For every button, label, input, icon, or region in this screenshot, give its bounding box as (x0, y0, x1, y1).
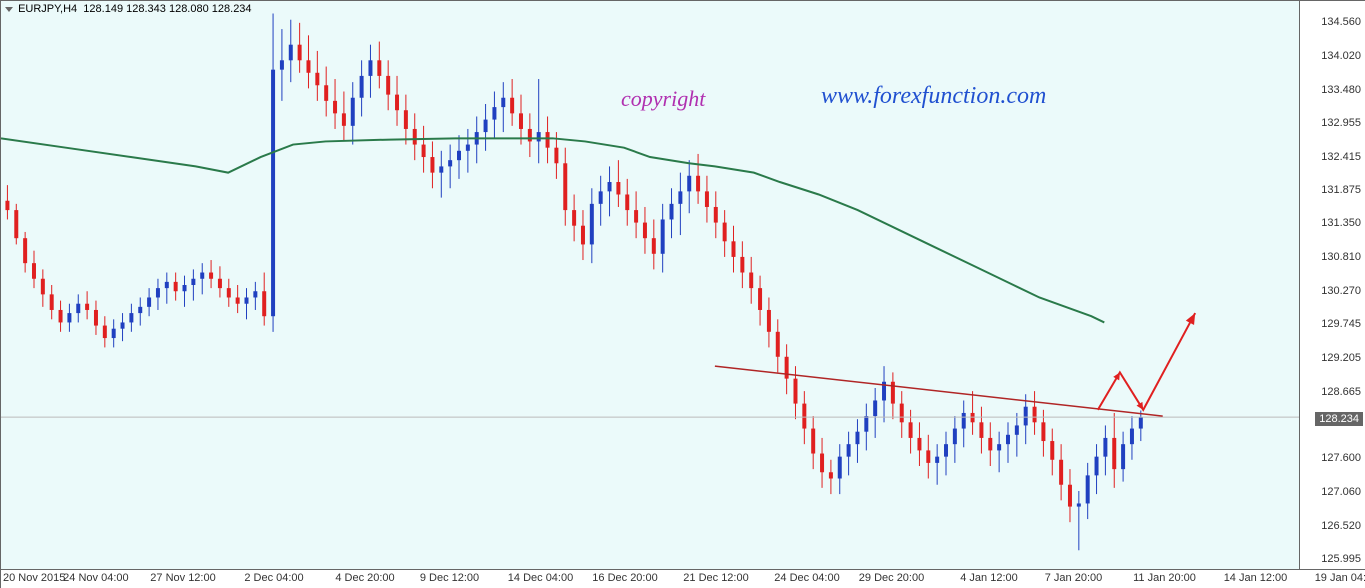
y-axis-tick: 126.520 (1321, 520, 1361, 532)
ohlc-open: 128.149 (83, 3, 123, 15)
y-axis-tick: 131.350 (1321, 217, 1361, 229)
x-axis-tick: 9 Dec 12:00 (420, 572, 479, 584)
x-axis-tick: 24 Dec 04:00 (774, 572, 839, 584)
timeframe-text: H4 (63, 3, 77, 15)
ohlc-low: 128.080 (169, 3, 209, 15)
y-axis[interactable]: 134.560 134.020 133.480 132.955 132.415 131.8… (1300, 1, 1365, 570)
x-axis-tick: 21 Dec 12:00 (683, 572, 748, 584)
x-axis-tick: 14 Jan 12:00 (1224, 572, 1288, 584)
x-axis-tick: 24 Nov 04:00 (63, 572, 128, 584)
y-axis-tick: 129.205 (1321, 352, 1361, 364)
x-axis-tick: 11 Jan 20:00 (1133, 572, 1196, 584)
y-axis-tick: 134.560 (1321, 16, 1361, 28)
chart-window: EURJPY,H4 128.149 128.343 128.080 128.23… (0, 0, 1365, 588)
y-axis-tick: 131.875 (1321, 184, 1361, 196)
y-axis-tick: 125.995 (1321, 553, 1361, 565)
watermark-url: www.forexfunction.com (821, 83, 1046, 110)
y-axis-tick: 130.810 (1321, 251, 1361, 263)
symbol-text: EURJPY (18, 3, 60, 15)
y-axis-tick: 132.955 (1321, 117, 1361, 129)
y-axis-tick: 132.415 (1321, 151, 1361, 163)
x-axis-tick: 4 Dec 20:00 (335, 572, 394, 584)
x-axis-tick: 19 Jan 04:00 (1315, 572, 1365, 584)
x-axis-tick: 16 Dec 20:00 (592, 572, 657, 584)
chevron-down-icon[interactable] (5, 7, 13, 12)
x-axis-tick: 27 Nov 12:00 (150, 572, 215, 584)
ohlc-close: 128.234 (212, 3, 252, 15)
y-axis-tick: 130.270 (1321, 285, 1361, 297)
y-axis-tick: 127.600 (1321, 452, 1361, 464)
current-price-badge: 128.234 (1315, 412, 1363, 426)
y-axis-tick: 128.665 (1321, 386, 1361, 398)
chart-plot-area[interactable]: EURJPY,H4 128.149 128.343 128.080 128.23… (1, 1, 1300, 570)
x-axis-tick: 2 Dec 04:00 (244, 572, 303, 584)
x-axis-tick: 7 Jan 20:00 (1045, 572, 1103, 584)
y-axis-tick: 134.020 (1321, 50, 1361, 62)
y-axis-tick: 133.480 (1321, 84, 1361, 96)
x-axis-tick: 20 Nov 2015 (3, 572, 65, 584)
x-axis-tick: 4 Jan 12:00 (960, 572, 1018, 584)
instrument-label[interactable]: EURJPY,H4 128.149 128.343 128.080 128.23… (5, 3, 252, 15)
ohlc-high: 128.343 (126, 3, 166, 15)
x-axis[interactable]: 20 Nov 201524 Nov 04:00 27 Nov 12:00 2 Dec… (1, 570, 1300, 588)
y-axis-tick: 129.745 (1321, 318, 1361, 330)
x-axis-tick: 14 Dec 04:00 (508, 572, 573, 584)
y-axis-tick: 127.060 (1321, 486, 1361, 498)
x-axis-tick: 29 Dec 20:00 (859, 572, 924, 584)
watermark-copyright: copyright (621, 86, 705, 112)
